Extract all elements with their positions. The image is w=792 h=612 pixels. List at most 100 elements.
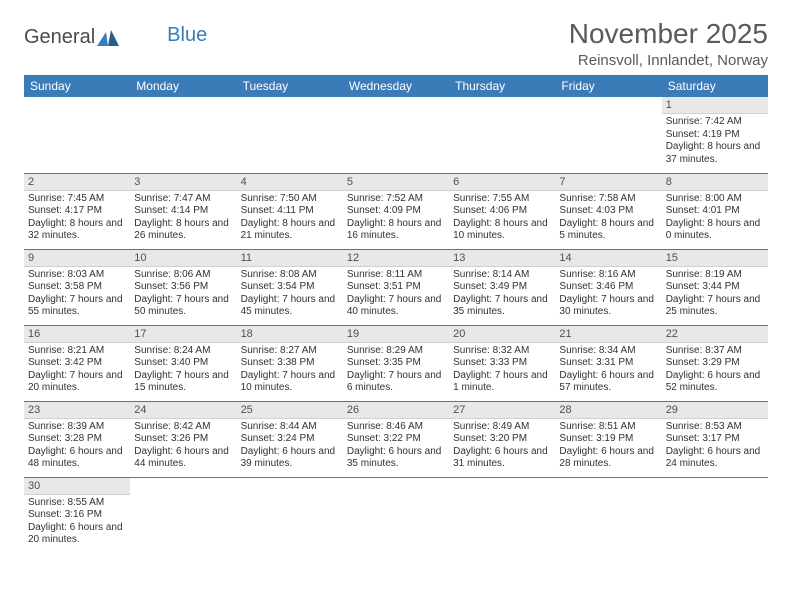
- day-details: Sunrise: 8:24 AMSunset: 3:40 PMDaylight:…: [130, 343, 236, 398]
- weekday-header: Tuesday: [237, 75, 343, 97]
- day-number: 21: [555, 326, 661, 343]
- calendar-cell: 5Sunrise: 7:52 AMSunset: 4:09 PMDaylight…: [343, 173, 449, 249]
- day-details: Sunrise: 8:42 AMSunset: 3:26 PMDaylight:…: [130, 419, 236, 474]
- calendar-cell: 24Sunrise: 8:42 AMSunset: 3:26 PMDayligh…: [130, 401, 236, 477]
- day-details: Sunrise: 8:46 AMSunset: 3:22 PMDaylight:…: [343, 419, 449, 474]
- day-number: 10: [130, 250, 236, 267]
- weekday-row: Sunday Monday Tuesday Wednesday Thursday…: [24, 75, 768, 97]
- title-block: November 2025 Reinsvoll, Innlandet, Norw…: [569, 18, 768, 69]
- day-number: 20: [449, 326, 555, 343]
- calendar-cell: 8Sunrise: 8:00 AMSunset: 4:01 PMDaylight…: [662, 173, 768, 249]
- calendar-cell: 10Sunrise: 8:06 AMSunset: 3:56 PMDayligh…: [130, 249, 236, 325]
- day-details: Sunrise: 7:52 AMSunset: 4:09 PMDaylight:…: [343, 191, 449, 246]
- weekday-header: Friday: [555, 75, 661, 97]
- calendar-cell: [130, 97, 236, 173]
- day-details: Sunrise: 7:42 AMSunset: 4:19 PMDaylight:…: [662, 114, 768, 169]
- day-details: Sunrise: 8:00 AMSunset: 4:01 PMDaylight:…: [662, 191, 768, 246]
- calendar-cell: 1Sunrise: 7:42 AMSunset: 4:19 PMDaylight…: [662, 97, 768, 173]
- day-details: Sunrise: 8:08 AMSunset: 3:54 PMDaylight:…: [237, 267, 343, 322]
- day-details: Sunrise: 7:58 AMSunset: 4:03 PMDaylight:…: [555, 191, 661, 246]
- calendar-cell: 29Sunrise: 8:53 AMSunset: 3:17 PMDayligh…: [662, 401, 768, 477]
- day-details: Sunrise: 7:50 AMSunset: 4:11 PMDaylight:…: [237, 191, 343, 246]
- day-details: Sunrise: 8:19 AMSunset: 3:44 PMDaylight:…: [662, 267, 768, 322]
- calendar-cell: 22Sunrise: 8:37 AMSunset: 3:29 PMDayligh…: [662, 325, 768, 401]
- calendar-week: 30Sunrise: 8:55 AMSunset: 3:16 PMDayligh…: [24, 477, 768, 553]
- calendar-cell: 9Sunrise: 8:03 AMSunset: 3:58 PMDaylight…: [24, 249, 130, 325]
- calendar-cell: 18Sunrise: 8:27 AMSunset: 3:38 PMDayligh…: [237, 325, 343, 401]
- calendar-cell: 11Sunrise: 8:08 AMSunset: 3:54 PMDayligh…: [237, 249, 343, 325]
- day-details: Sunrise: 7:45 AMSunset: 4:17 PMDaylight:…: [24, 191, 130, 246]
- day-number: 24: [130, 402, 236, 419]
- day-number: 2: [24, 174, 130, 191]
- calendar-cell: [343, 477, 449, 553]
- logo: General Blue: [24, 26, 207, 49]
- day-details: Sunrise: 7:55 AMSunset: 4:06 PMDaylight:…: [449, 191, 555, 246]
- day-details: Sunrise: 8:49 AMSunset: 3:20 PMDaylight:…: [449, 419, 555, 474]
- day-details: Sunrise: 8:34 AMSunset: 3:31 PMDaylight:…: [555, 343, 661, 398]
- day-details: Sunrise: 8:27 AMSunset: 3:38 PMDaylight:…: [237, 343, 343, 398]
- calendar-cell: 12Sunrise: 8:11 AMSunset: 3:51 PMDayligh…: [343, 249, 449, 325]
- calendar-cell: [662, 477, 768, 553]
- calendar-cell: [449, 97, 555, 173]
- day-number: 19: [343, 326, 449, 343]
- calendar-cell: 30Sunrise: 8:55 AMSunset: 3:16 PMDayligh…: [24, 477, 130, 553]
- logo-mark-icon: [97, 30, 119, 46]
- calendar-cell: 27Sunrise: 8:49 AMSunset: 3:20 PMDayligh…: [449, 401, 555, 477]
- day-number: 18: [237, 326, 343, 343]
- weekday-header: Sunday: [24, 75, 130, 97]
- calendar-week: 1Sunrise: 7:42 AMSunset: 4:19 PMDaylight…: [24, 97, 768, 173]
- calendar-cell: 19Sunrise: 8:29 AMSunset: 3:35 PMDayligh…: [343, 325, 449, 401]
- day-number: 11: [237, 250, 343, 267]
- calendar-cell: 23Sunrise: 8:39 AMSunset: 3:28 PMDayligh…: [24, 401, 130, 477]
- month-title: November 2025: [569, 18, 768, 50]
- calendar-cell: 15Sunrise: 8:19 AMSunset: 3:44 PMDayligh…: [662, 249, 768, 325]
- weekday-header: Saturday: [662, 75, 768, 97]
- day-number: 6: [449, 174, 555, 191]
- day-details: Sunrise: 7:47 AMSunset: 4:14 PMDaylight:…: [130, 191, 236, 246]
- weekday-header: Thursday: [449, 75, 555, 97]
- calendar-cell: 20Sunrise: 8:32 AMSunset: 3:33 PMDayligh…: [449, 325, 555, 401]
- calendar-cell: [237, 477, 343, 553]
- day-details: Sunrise: 8:55 AMSunset: 3:16 PMDaylight:…: [24, 495, 130, 550]
- calendar-cell: 16Sunrise: 8:21 AMSunset: 3:42 PMDayligh…: [24, 325, 130, 401]
- logo-text-1: General: [24, 26, 95, 49]
- calendar-cell: 13Sunrise: 8:14 AMSunset: 3:49 PMDayligh…: [449, 249, 555, 325]
- calendar-cell: [24, 97, 130, 173]
- day-details: Sunrise: 8:37 AMSunset: 3:29 PMDaylight:…: [662, 343, 768, 398]
- day-details: Sunrise: 8:06 AMSunset: 3:56 PMDaylight:…: [130, 267, 236, 322]
- calendar-table: Sunday Monday Tuesday Wednesday Thursday…: [24, 75, 768, 553]
- calendar-cell: [555, 477, 661, 553]
- calendar-cell: 25Sunrise: 8:44 AMSunset: 3:24 PMDayligh…: [237, 401, 343, 477]
- day-number: 14: [555, 250, 661, 267]
- weekday-header: Wednesday: [343, 75, 449, 97]
- calendar-week: 9Sunrise: 8:03 AMSunset: 3:58 PMDaylight…: [24, 249, 768, 325]
- day-details: Sunrise: 8:53 AMSunset: 3:17 PMDaylight:…: [662, 419, 768, 474]
- calendar-cell: 3Sunrise: 7:47 AMSunset: 4:14 PMDaylight…: [130, 173, 236, 249]
- day-number: 9: [24, 250, 130, 267]
- day-number: 15: [662, 250, 768, 267]
- day-number: 16: [24, 326, 130, 343]
- day-number: 1: [662, 97, 768, 114]
- calendar-cell: 7Sunrise: 7:58 AMSunset: 4:03 PMDaylight…: [555, 173, 661, 249]
- day-details: Sunrise: 8:21 AMSunset: 3:42 PMDaylight:…: [24, 343, 130, 398]
- day-number: 27: [449, 402, 555, 419]
- day-number: 22: [662, 326, 768, 343]
- calendar-cell: 6Sunrise: 7:55 AMSunset: 4:06 PMDaylight…: [449, 173, 555, 249]
- day-details: Sunrise: 8:32 AMSunset: 3:33 PMDaylight:…: [449, 343, 555, 398]
- logo-text-2: Blue: [167, 24, 207, 47]
- day-number: 4: [237, 174, 343, 191]
- day-number: 17: [130, 326, 236, 343]
- calendar-cell: 17Sunrise: 8:24 AMSunset: 3:40 PMDayligh…: [130, 325, 236, 401]
- day-details: Sunrise: 8:14 AMSunset: 3:49 PMDaylight:…: [449, 267, 555, 322]
- day-number: 3: [130, 174, 236, 191]
- day-details: Sunrise: 8:51 AMSunset: 3:19 PMDaylight:…: [555, 419, 661, 474]
- day-details: Sunrise: 8:39 AMSunset: 3:28 PMDaylight:…: [24, 419, 130, 474]
- day-details: Sunrise: 8:16 AMSunset: 3:46 PMDaylight:…: [555, 267, 661, 322]
- day-details: Sunrise: 8:03 AMSunset: 3:58 PMDaylight:…: [24, 267, 130, 322]
- calendar-cell: [449, 477, 555, 553]
- day-number: 5: [343, 174, 449, 191]
- location: Reinsvoll, Innlandet, Norway: [569, 52, 768, 69]
- calendar-cell: 26Sunrise: 8:46 AMSunset: 3:22 PMDayligh…: [343, 401, 449, 477]
- day-number: 13: [449, 250, 555, 267]
- calendar-cell: 14Sunrise: 8:16 AMSunset: 3:46 PMDayligh…: [555, 249, 661, 325]
